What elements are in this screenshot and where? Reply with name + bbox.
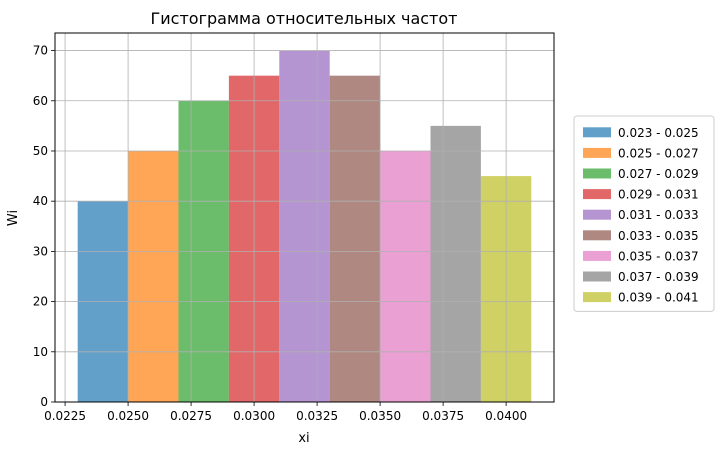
chart-title: Гистограмма относительных частот	[151, 9, 458, 28]
axis-ticks: 0.0225 0.0250 0.0275 0.0300 0.0325 0.0350 0.03…	[33, 44, 527, 423]
x-tick-label: 0.0325	[296, 409, 338, 423]
legend-swatch-8	[583, 271, 611, 282]
bar-8	[430, 125, 481, 402]
legend-label-2: 0.025 - 0.027	[618, 146, 699, 160]
legend-label-9: 0.039 - 0.041	[618, 291, 699, 305]
x-tick-label: 0.0275	[170, 409, 212, 423]
legend-swatch-9	[583, 292, 611, 303]
x-axis-label: xi	[298, 431, 309, 446]
legend-swatch-3	[583, 168, 611, 179]
legend-swatch-6	[583, 230, 611, 241]
legend-label-8: 0.037 - 0.039	[618, 270, 699, 284]
legend-swatch-1	[583, 127, 611, 138]
legend-label-7: 0.035 - 0.037	[618, 249, 699, 263]
bar-2	[128, 150, 179, 402]
bar-7	[380, 150, 431, 402]
x-tick-label: 0.0375	[422, 409, 464, 423]
legend-swatch-4	[583, 189, 611, 200]
x-tick-label: 0.0225	[44, 409, 86, 423]
x-tick-label: 0.0400	[485, 409, 527, 423]
y-tick-label: 60	[33, 94, 48, 108]
x-tick-label: 0.0250	[107, 409, 149, 423]
legend-label-5: 0.031 - 0.033	[618, 208, 699, 222]
legend-label-4: 0.029 - 0.031	[618, 188, 699, 202]
bars	[77, 50, 532, 403]
bar-5	[279, 50, 330, 402]
y-tick-label: 40	[33, 194, 48, 208]
x-tick-label: 0.0350	[359, 409, 401, 423]
grid-lines	[55, 33, 554, 403]
legend-label-6: 0.033 - 0.035	[618, 229, 699, 243]
y-tick-label: 50	[33, 144, 48, 158]
legend-label-1: 0.023 - 0.025	[618, 126, 699, 140]
y-tick-label: 10	[33, 345, 48, 359]
y-tick-label: 20	[33, 295, 48, 309]
y-axis-label: Wi	[6, 210, 21, 226]
legend-swatch-7	[583, 250, 611, 261]
legend: 0.023 - 0.025 0.025 - 0.027 0.027 - 0.029 0…	[573, 115, 715, 312]
axes-frame	[54, 32, 555, 403]
legend-swatch-2	[583, 147, 611, 158]
legend-label-3: 0.027 - 0.029	[618, 167, 699, 181]
y-tick-label: 30	[33, 244, 48, 258]
y-tick-label: 70	[33, 44, 48, 58]
legend-frame	[573, 115, 715, 312]
legend-swatch-5	[583, 209, 611, 220]
y-tick-label: 0	[40, 395, 48, 409]
bar-6	[329, 75, 381, 403]
x-tick-label: 0.0300	[233, 409, 275, 423]
